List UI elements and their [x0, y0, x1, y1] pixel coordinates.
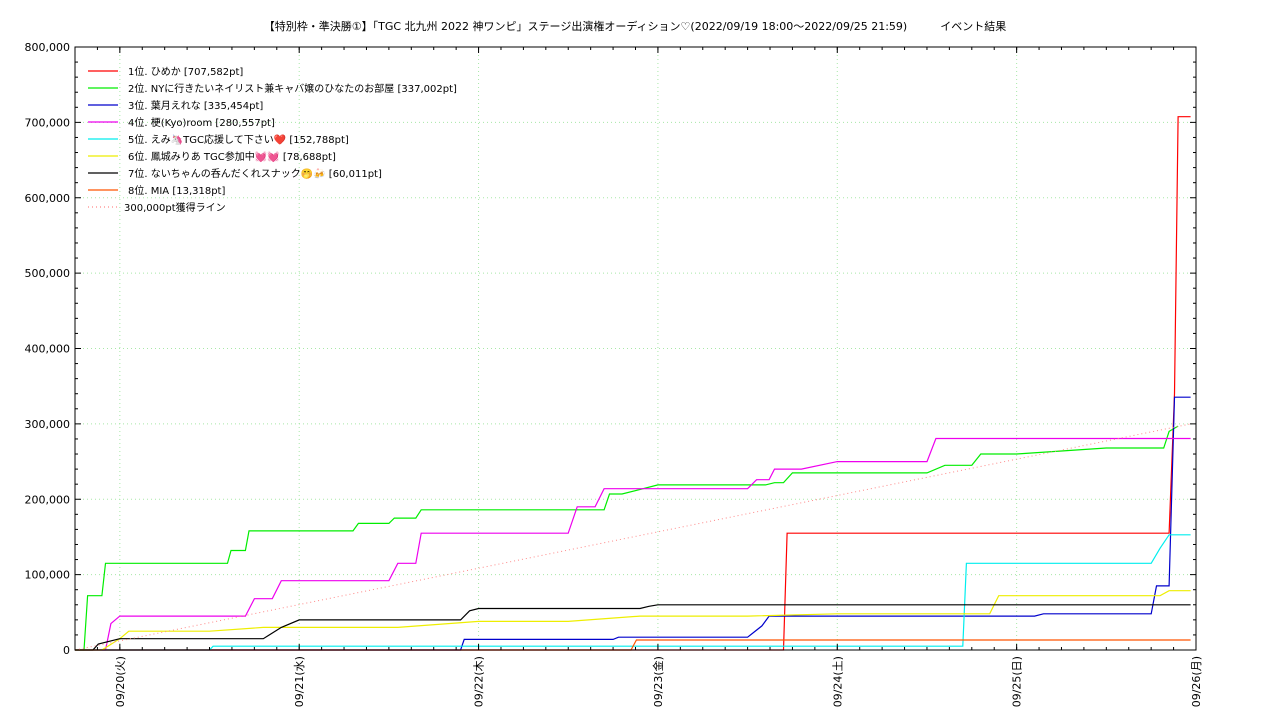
legend: 1位. ひめか [707,582pt] 2位. NYに行きたいネイリスト兼キャバ嬢… — [88, 65, 457, 214]
series-line-3 — [75, 396, 1191, 651]
y-tick-label: 600,000 — [25, 192, 71, 205]
series-line-4 — [75, 437, 1191, 651]
legend-label: 1位. ひめか [707,582pt] — [128, 65, 243, 78]
legend-label: 2位. NYに行きたいネイリスト兼キャバ嬢のひなたのお部屋 [337,002pt… — [128, 82, 457, 95]
y-tick-label: 100,000 — [25, 569, 71, 582]
y-tick-label: 400,000 — [25, 343, 71, 356]
series-lines — [74, 116, 1191, 651]
legend-label: 4位. 梗(Kyo)room [280,557pt] — [128, 116, 275, 129]
series-line-8 — [75, 639, 1191, 651]
x-tick-label: 09/20(火) — [114, 656, 127, 707]
legend-label: 8位. MIA [13,318pt] — [128, 184, 225, 197]
legend-label: 7位. ないちゃんの呑んだくれスナック🤭🍻 [60,011pt] — [128, 167, 382, 180]
series-line-5 — [75, 534, 1191, 651]
x-tick-label: 09/23(金) — [651, 656, 665, 707]
y-tick-label: 300,000 — [25, 418, 71, 431]
x-tick-label: 09/24(土) — [831, 656, 844, 707]
y-tick-label: 0 — [63, 644, 70, 657]
legend-label: 6位. 鳳城みりあ TGC参加中💓💓 [78,688pt] — [128, 150, 336, 163]
x-tick-label: 09/22(木) — [473, 656, 486, 707]
y-tick-label: 800,000 — [25, 41, 71, 54]
legend-label: 5位. えみ🦄TGC応援して下さい❤️ [152,788pt] — [128, 133, 349, 146]
y-tick-label: 200,000 — [25, 493, 71, 506]
x-tick-label: 09/26(月) — [1190, 656, 1203, 707]
series-line-1 — [75, 116, 1191, 651]
y-tick-label: 700,000 — [25, 116, 71, 129]
series-line-9 — [74, 423, 1191, 651]
x-tick-label: 09/25(日) — [1011, 656, 1024, 707]
x-tick-label: 09/21(水) — [293, 656, 306, 707]
legend-label: 3位. 葉月えれな [335,454pt] — [128, 99, 263, 112]
chart-title: 【特別枠・準決勝①】「TGC 北九州 2022 神ワンピ」ステージ出演権オーディ… — [264, 19, 1006, 33]
y-tick-label: 500,000 — [25, 267, 71, 280]
series-line-6 — [75, 590, 1191, 651]
series-line-2 — [75, 425, 1179, 651]
axes: 0 100,000 200,000 300,000 400,000 500,000 600,… — [25, 41, 1204, 707]
series-line-7 — [75, 604, 1191, 651]
legend-label: 300,000pt獲得ライン — [124, 201, 226, 214]
